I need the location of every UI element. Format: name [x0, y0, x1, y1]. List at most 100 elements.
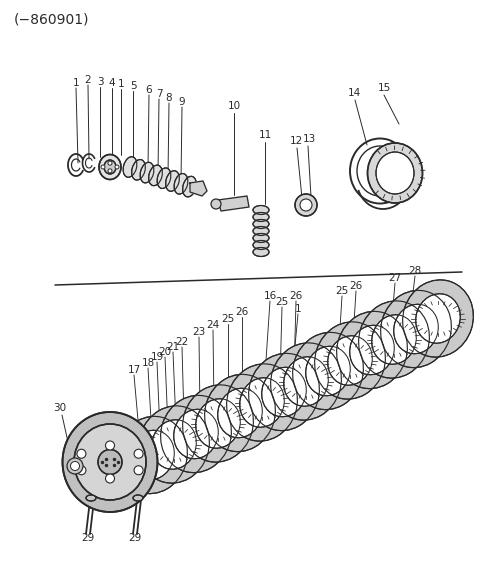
Ellipse shape: [166, 171, 180, 191]
Polygon shape: [218, 196, 249, 211]
Ellipse shape: [132, 160, 145, 180]
Text: 13: 13: [302, 134, 316, 144]
Text: 21: 21: [167, 342, 180, 352]
Text: 11: 11: [258, 130, 272, 140]
Text: 29: 29: [128, 533, 142, 543]
Circle shape: [211, 199, 221, 209]
Ellipse shape: [249, 353, 319, 431]
Text: (−860901): (−860901): [14, 12, 89, 26]
Ellipse shape: [117, 417, 187, 494]
Ellipse shape: [196, 399, 240, 448]
Text: 14: 14: [348, 88, 360, 98]
Ellipse shape: [130, 431, 174, 480]
Circle shape: [106, 441, 115, 450]
Ellipse shape: [253, 241, 269, 249]
Circle shape: [108, 169, 112, 173]
Ellipse shape: [350, 325, 394, 375]
Ellipse shape: [253, 213, 269, 221]
Text: 25: 25: [221, 314, 235, 324]
Ellipse shape: [336, 311, 408, 389]
Text: 29: 29: [82, 533, 95, 543]
Text: 2: 2: [84, 75, 91, 85]
Ellipse shape: [253, 227, 269, 235]
Ellipse shape: [149, 165, 162, 186]
Text: 3: 3: [96, 77, 103, 87]
Ellipse shape: [74, 424, 146, 500]
Ellipse shape: [204, 374, 276, 451]
Ellipse shape: [381, 290, 451, 368]
Circle shape: [77, 449, 86, 458]
Ellipse shape: [174, 174, 188, 194]
Text: 8: 8: [166, 93, 172, 103]
Ellipse shape: [262, 367, 306, 417]
Text: 5: 5: [130, 81, 136, 91]
Text: 26: 26: [289, 291, 302, 301]
Ellipse shape: [86, 495, 96, 501]
Text: 25: 25: [276, 297, 288, 307]
Ellipse shape: [253, 206, 269, 214]
Ellipse shape: [359, 301, 430, 378]
Ellipse shape: [218, 388, 262, 437]
Text: 24: 24: [206, 320, 220, 330]
Text: 1: 1: [72, 78, 79, 88]
Text: 10: 10: [228, 101, 240, 111]
Ellipse shape: [253, 220, 269, 228]
Ellipse shape: [152, 419, 196, 469]
Ellipse shape: [123, 157, 137, 177]
Ellipse shape: [133, 495, 143, 501]
Text: 25: 25: [336, 286, 348, 296]
Circle shape: [106, 474, 115, 483]
Ellipse shape: [376, 152, 414, 194]
Text: 26: 26: [349, 281, 362, 291]
Ellipse shape: [157, 168, 171, 188]
Text: 4: 4: [108, 78, 115, 88]
Circle shape: [115, 165, 119, 169]
Ellipse shape: [306, 346, 350, 396]
Text: 23: 23: [192, 327, 205, 337]
Ellipse shape: [284, 357, 328, 406]
Ellipse shape: [293, 332, 363, 410]
Ellipse shape: [139, 406, 209, 483]
Circle shape: [67, 458, 83, 474]
Circle shape: [108, 161, 112, 165]
Text: 27: 27: [388, 273, 402, 283]
Ellipse shape: [98, 450, 122, 475]
Ellipse shape: [161, 395, 231, 472]
Ellipse shape: [240, 378, 284, 427]
Ellipse shape: [62, 412, 157, 512]
Circle shape: [134, 449, 143, 458]
Text: 1: 1: [118, 79, 124, 89]
Text: 22: 22: [175, 337, 189, 347]
Circle shape: [295, 194, 317, 216]
Ellipse shape: [183, 176, 196, 197]
Text: 30: 30: [53, 403, 67, 413]
Text: 19: 19: [150, 352, 164, 362]
Ellipse shape: [182, 385, 253, 462]
Text: 1: 1: [295, 304, 301, 314]
Ellipse shape: [99, 155, 121, 180]
Ellipse shape: [174, 409, 218, 459]
Ellipse shape: [394, 304, 438, 354]
Polygon shape: [190, 181, 207, 196]
Ellipse shape: [328, 336, 372, 385]
Circle shape: [77, 466, 86, 475]
Text: 7: 7: [156, 89, 162, 99]
Ellipse shape: [253, 234, 269, 242]
Circle shape: [300, 199, 312, 211]
Ellipse shape: [403, 280, 473, 357]
Ellipse shape: [140, 162, 154, 183]
Ellipse shape: [314, 322, 385, 399]
Text: 6: 6: [146, 85, 152, 95]
Ellipse shape: [271, 343, 341, 420]
Ellipse shape: [104, 160, 116, 174]
Text: 12: 12: [289, 136, 302, 146]
Circle shape: [101, 165, 105, 169]
Ellipse shape: [253, 248, 269, 256]
Ellipse shape: [227, 364, 298, 441]
Text: 17: 17: [127, 365, 141, 375]
Circle shape: [134, 466, 143, 475]
Text: 18: 18: [142, 358, 155, 368]
Ellipse shape: [372, 315, 416, 364]
Text: 28: 28: [408, 266, 421, 276]
Text: 26: 26: [235, 307, 249, 317]
